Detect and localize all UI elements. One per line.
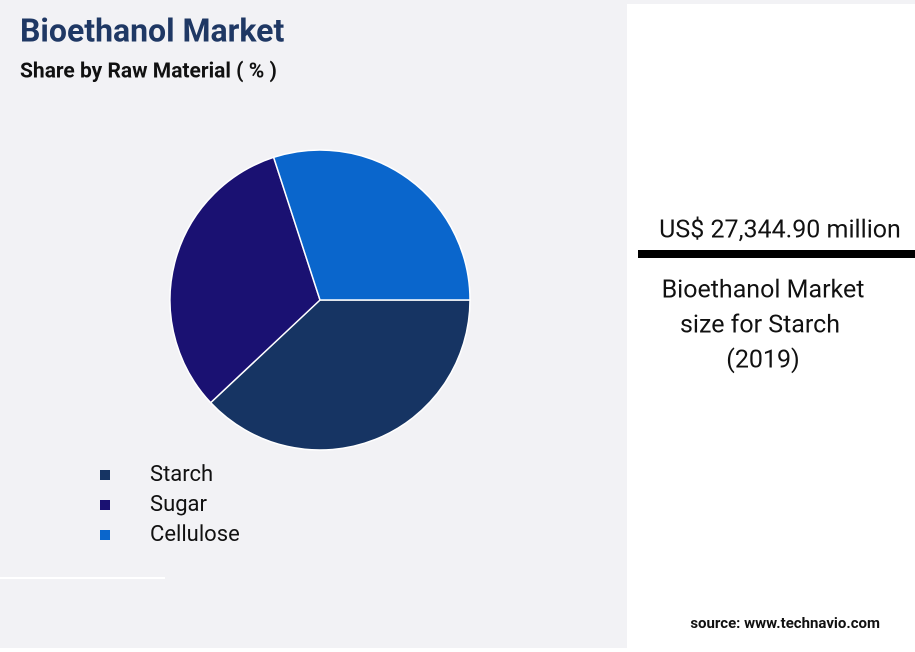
callout-caption: Bioethanol Market [662,276,865,305]
legend-marker [100,530,110,540]
legend-label: Sugar [150,492,208,517]
callout-rule [638,250,915,258]
legend-marker [100,500,110,510]
callout-value: US$ 27,344.90 million [659,216,901,245]
callout-caption: size for Starch [680,311,840,340]
legend-marker [100,470,110,480]
source: source: www.technavio.com [690,614,880,632]
pie-slice [209,299,471,451]
pie-slice [169,156,321,404]
chart-subtitle: Share by Raw Material ( % ) [20,60,277,84]
legend-label: Cellulose [150,522,240,547]
callout-caption: (2019) [726,346,799,375]
chart-title: Bioethanol Market [20,11,284,49]
legend-label: Starch [150,462,213,487]
callout-panel [627,4,915,648]
pie-slice [272,149,471,301]
